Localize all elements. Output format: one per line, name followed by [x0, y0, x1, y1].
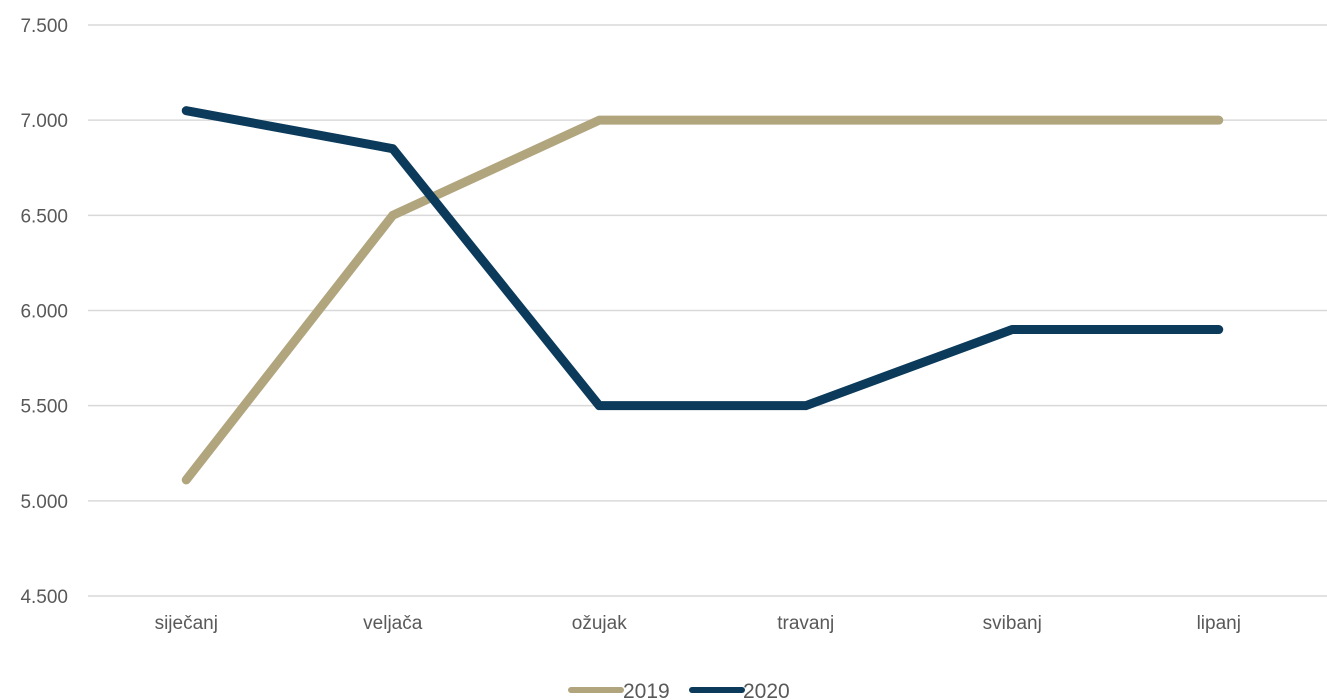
series-line-2020: [181, 106, 1224, 411]
series-lines: [181, 106, 1224, 485]
series-line-2019: [181, 115, 1224, 485]
legend-label-2020: 2020: [743, 680, 790, 700]
legend-label-2019: 2019: [623, 680, 670, 700]
y-tick-label: 6.000: [20, 302, 68, 323]
x-tick-label: travanj: [777, 613, 834, 634]
gridlines: [88, 24, 1327, 597]
y-tick-label: 7.500: [20, 16, 68, 37]
legend: 2019 2020: [568, 680, 790, 700]
x-axis: siječanj veljača ožujak travanj svibanj lipan…: [155, 613, 1241, 634]
y-tick-label: 7.000: [20, 111, 68, 132]
x-tick-label: siječanj: [155, 613, 218, 634]
y-tick-label: 5.000: [20, 492, 68, 513]
y-axis: 4.500 5.000 5.500 6.000 6.500 7.000 7.500: [20, 16, 68, 608]
y-tick-label: 5.500: [20, 397, 68, 418]
y-tick-label: 6.500: [20, 206, 68, 227]
x-tick-label: svibanj: [983, 613, 1042, 634]
y-tick-label: 4.500: [20, 587, 68, 608]
x-tick-label: veljača: [363, 613, 423, 634]
x-tick-label: ožujak: [572, 613, 627, 634]
x-tick-label: lipanj: [1197, 613, 1241, 634]
